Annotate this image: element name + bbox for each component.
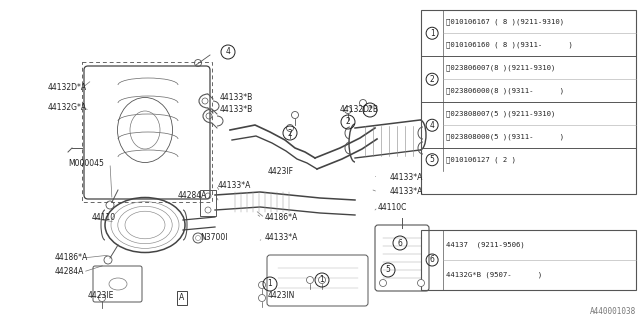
Text: Ⓝ023806007(8 )(9211-9310): Ⓝ023806007(8 )(9211-9310) [446, 64, 556, 71]
Circle shape [287, 124, 294, 132]
Text: 44110: 44110 [92, 213, 116, 222]
Circle shape [344, 107, 351, 114]
Circle shape [307, 276, 314, 284]
Bar [200, 190, 216, 216]
Text: 5: 5 [385, 266, 390, 275]
Text: 1: 1 [319, 276, 324, 284]
Text: 2: 2 [367, 106, 372, 115]
Circle shape [360, 100, 367, 107]
Text: 44133*B: 44133*B [220, 92, 253, 101]
Circle shape [259, 282, 266, 289]
Circle shape [380, 279, 387, 286]
Text: N3700l: N3700l [200, 234, 227, 243]
Text: Ⓝ023808000(5 )(9311-      ): Ⓝ023808000(5 )(9311- ) [446, 133, 564, 140]
Text: 4: 4 [225, 47, 230, 57]
Text: 4423lE: 4423lE [88, 291, 115, 300]
Text: 44133*B: 44133*B [220, 106, 253, 115]
Text: 4423lN: 4423lN [268, 291, 296, 300]
Text: 44132D*B: 44132D*B [340, 106, 379, 115]
Text: 4: 4 [429, 121, 435, 130]
Text: 2: 2 [346, 117, 350, 126]
Text: Ⓑ010106127 ( 2 ): Ⓑ010106127 ( 2 ) [446, 156, 516, 163]
Text: 44284A: 44284A [55, 268, 84, 276]
Text: 44133*A: 44133*A [218, 180, 252, 189]
Circle shape [417, 279, 424, 286]
Text: 44132G*B (9507-      ): 44132G*B (9507- ) [446, 272, 542, 278]
Text: Ⓝ023808007(5 )(9211-9310): Ⓝ023808007(5 )(9211-9310) [446, 110, 556, 117]
Text: 44110C: 44110C [378, 203, 408, 212]
Text: 2: 2 [287, 129, 292, 138]
Text: 1: 1 [429, 29, 435, 38]
Circle shape [291, 111, 298, 118]
Text: 44133*A: 44133*A [390, 173, 424, 182]
Text: 6: 6 [397, 238, 403, 247]
Text: 44137  (9211-9506): 44137 (9211-9506) [446, 242, 525, 248]
Text: M000045: M000045 [68, 158, 104, 167]
Circle shape [319, 276, 326, 284]
Text: A440001038: A440001038 [589, 307, 636, 316]
Text: 4423lF: 4423lF [268, 167, 294, 177]
Text: 44186*A: 44186*A [265, 213, 298, 222]
Text: Ⓑ010106167 ( 8 )(9211-9310): Ⓑ010106167 ( 8 )(9211-9310) [446, 19, 564, 25]
Text: Ⓑ010106160 ( 8 )(9311-      ): Ⓑ010106160 ( 8 )(9311- ) [446, 41, 573, 48]
Text: 44133*A: 44133*A [390, 188, 424, 196]
Bar [421, 230, 636, 290]
Circle shape [99, 294, 106, 301]
Text: 44132G*A: 44132G*A [48, 103, 87, 113]
Text: 6: 6 [429, 255, 435, 265]
Text: 44186*A: 44186*A [55, 253, 88, 262]
Text: 5: 5 [429, 155, 435, 164]
Circle shape [259, 294, 266, 301]
Bar [82, 62, 212, 202]
Bar [421, 10, 636, 194]
Circle shape [193, 233, 203, 243]
Text: 44132D*A: 44132D*A [48, 84, 87, 92]
Text: A: A [179, 293, 184, 302]
Text: 44284A: 44284A [178, 191, 207, 201]
Text: Ⓝ023806000(8 )(9311-      ): Ⓝ023806000(8 )(9311- ) [446, 87, 564, 94]
Text: 2: 2 [429, 75, 435, 84]
Text: 44133*A: 44133*A [265, 234, 298, 243]
Text: 1: 1 [268, 279, 273, 289]
